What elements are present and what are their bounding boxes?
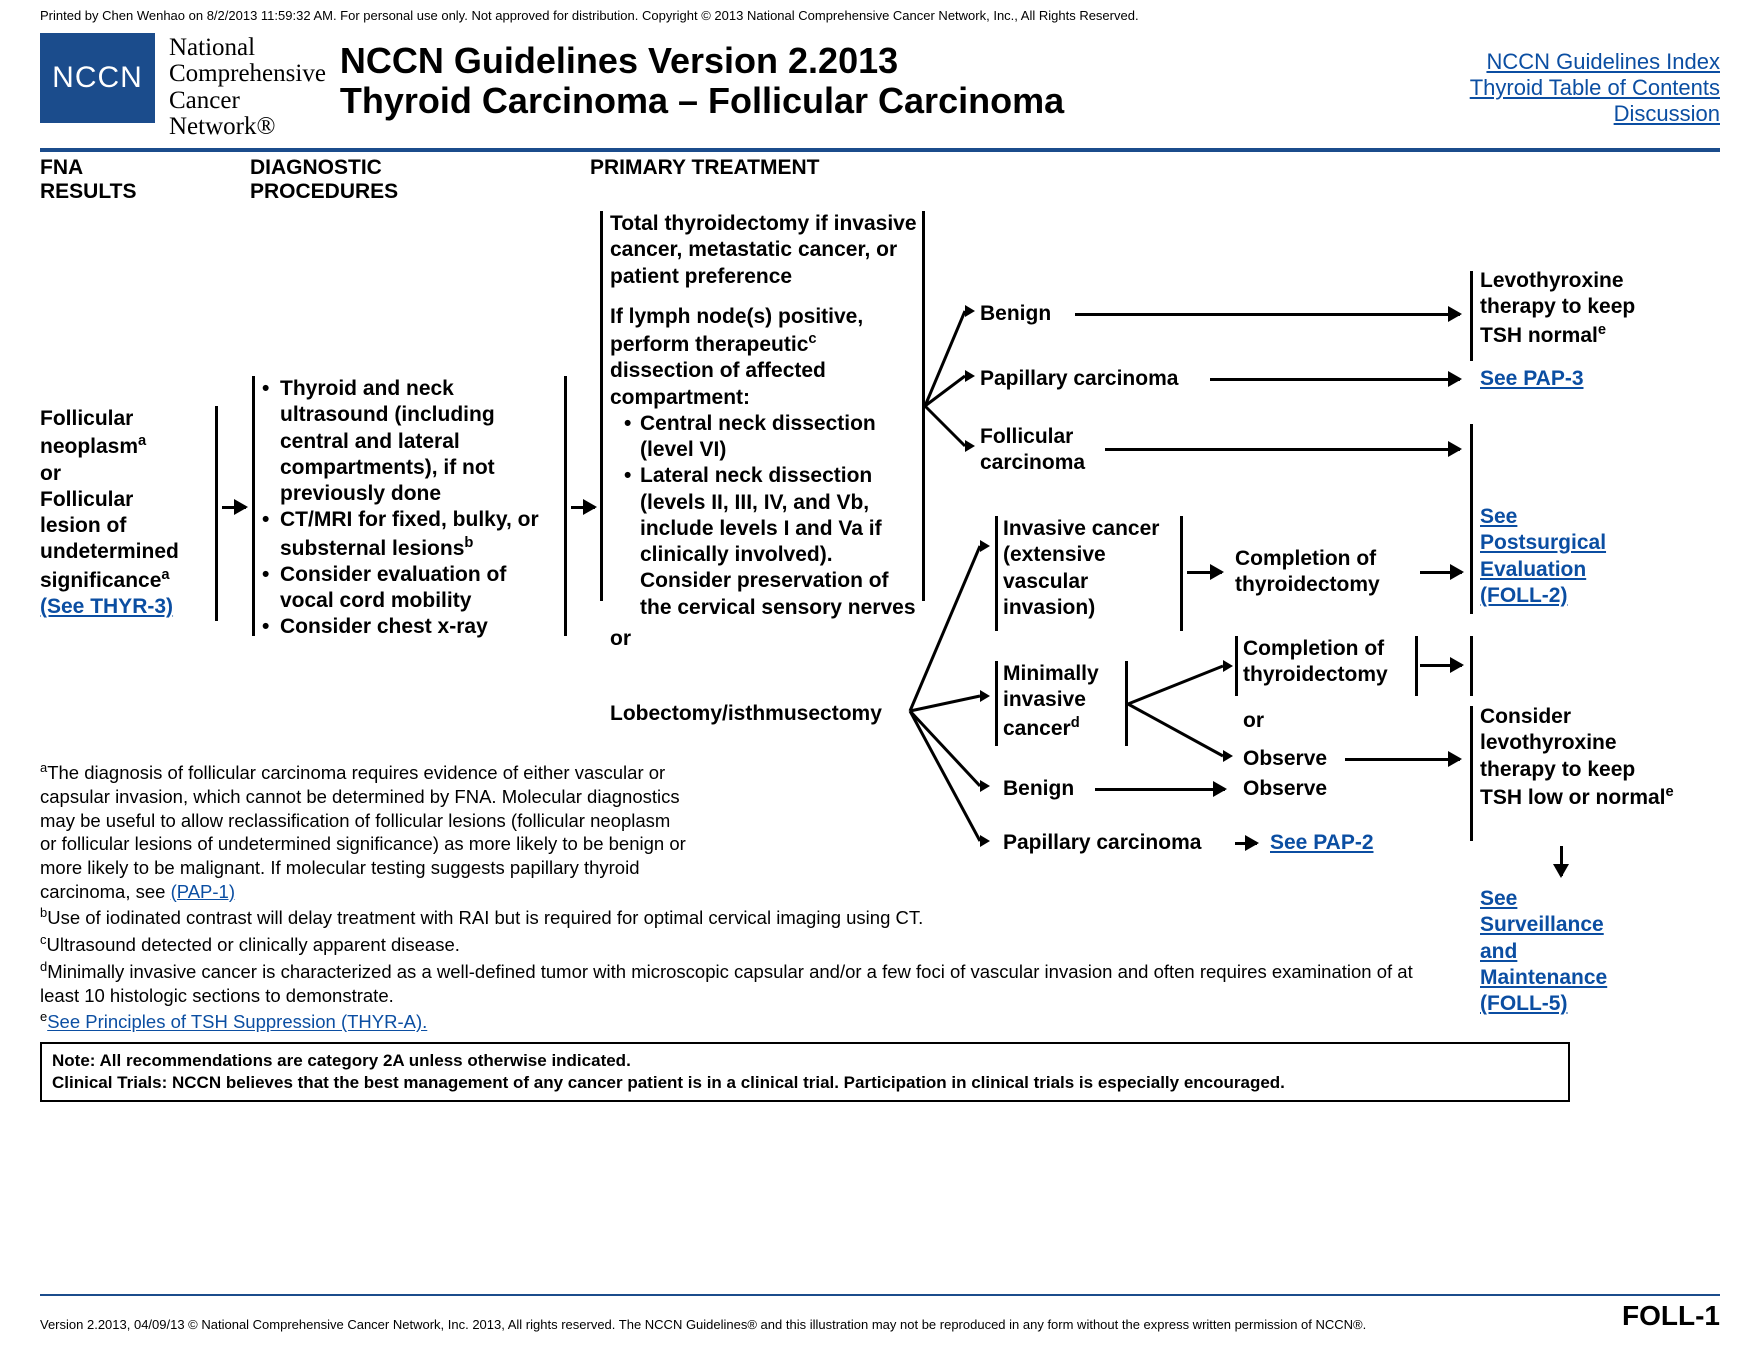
org-l1: National (169, 35, 326, 61)
node-total-thyroidectomy: Total thyroidectomy if invasive cancer, … (610, 211, 920, 621)
bar (215, 406, 218, 621)
arrow (571, 506, 595, 509)
note-box: Note: All recommendations are category 2… (40, 1042, 1570, 1102)
link-guidelines-index[interactable]: NCCN Guidelines Index (1486, 49, 1720, 74)
node-levo: Levothyroxine therapy to keep TSH normal… (1480, 268, 1670, 349)
node-diagnostic: Thyroid and neck ultrasound (including c… (262, 376, 562, 641)
arrow (222, 506, 246, 509)
title-l2: Thyroid Carcinoma – Follicular Carcinoma (340, 81, 1064, 121)
node-invasive: Invasive cancer (extensive vascular inva… (1003, 516, 1183, 621)
org-l3: Cancer (169, 88, 326, 114)
bar (252, 376, 255, 636)
col-diag: DIAGNOSTICPROCEDURES (250, 156, 590, 204)
node-min-invasive: Minimally invasive cancerd (1003, 661, 1143, 742)
arrow (1075, 313, 1460, 316)
bar (995, 516, 998, 631)
or-label: or (610, 626, 631, 652)
bar (995, 661, 998, 746)
link-toc[interactable]: Thyroid Table of Contents (1470, 75, 1720, 100)
node-fna: Follicular neoplasma or Follicular lesio… (40, 406, 220, 620)
link-pap3[interactable]: See PAP-3 (1480, 366, 1584, 392)
footer-version: Version 2.2013, 04/09/13 © National Comp… (40, 1317, 1366, 1332)
nccn-logo-box: NCCN (40, 33, 155, 123)
org-name: National Comprehensive Cancer Network® (169, 33, 326, 140)
link-postsurg[interactable]: Evaluation (1480, 558, 1586, 581)
node-benign-top: Benign (980, 301, 1051, 327)
node-completion2: Completion of thyroidectomy (1243, 636, 1413, 689)
footer: Version 2.2013, 04/09/13 © National Comp… (40, 1294, 1720, 1332)
node-foll-top: Follicularcarcinoma (980, 424, 1085, 477)
link-discussion[interactable]: Discussion (1614, 101, 1720, 126)
bar (600, 211, 603, 601)
arrow (1105, 448, 1460, 451)
nav-links: NCCN Guidelines Index Thyroid Table of C… (1470, 33, 1720, 127)
title-block: NCCN Guidelines Version 2.2013 Thyroid C… (340, 33, 1064, 120)
bar (564, 376, 567, 636)
bar (1470, 271, 1473, 361)
title-l1: NCCN Guidelines Version 2.2013 (340, 41, 1064, 81)
print-header: Printed by Chen Wenhao on 8/2/2013 11:59… (40, 8, 1720, 29)
fan-icon (1128, 656, 1223, 766)
col-treat: PRIMARY TREATMENT (590, 156, 970, 204)
bar (1235, 636, 1238, 696)
node-pap-top: Papillary carcinoma (980, 366, 1178, 392)
col-fna: FNARESULTS (40, 156, 250, 204)
org-l4: Network® (169, 114, 326, 140)
page-root: Printed by Chen Wenhao on 8/2/2013 11:59… (0, 0, 1760, 1360)
bar (1470, 636, 1473, 696)
node-completion1: Completion of thyroidectomy (1235, 546, 1415, 599)
fan-icon (925, 311, 965, 451)
banner: NCCN National Comprehensive Cancer Netwo… (40, 29, 1720, 140)
link-thyr-a[interactable]: See Principles of TSH Suppression (THYR-… (47, 1012, 427, 1033)
link-pap1[interactable]: (PAP-1) (171, 881, 235, 902)
bar (1415, 636, 1418, 696)
link-thyr3[interactable]: (See THYR-3) (40, 595, 173, 618)
node-or2: or (1243, 708, 1264, 734)
footnotes: aThe diagnosis of follicular carcinoma r… (40, 760, 1720, 1102)
page-id: FOLL-1 (1622, 1300, 1720, 1332)
bar (1180, 516, 1183, 631)
link-postsurg[interactable]: (FOLL-2) (1480, 584, 1567, 607)
arrow (1420, 571, 1462, 574)
arrow (1420, 664, 1462, 667)
arrow (1210, 378, 1460, 381)
bar (1470, 424, 1473, 614)
node-lobectomy: Lobectomy/isthmusectomy (610, 701, 882, 727)
link-postsurg[interactable]: See (1480, 505, 1517, 528)
org-l2: Comprehensive (169, 61, 326, 87)
divider (40, 148, 1720, 152)
link-postsurg[interactable]: Postsurgical (1480, 531, 1606, 554)
arrow (1187, 571, 1222, 574)
column-headers: FNARESULTS DIAGNOSTICPROCEDURES PRIMARY … (40, 156, 1720, 206)
node-postsurg: See Postsurgical Evaluation (FOLL-2) (1480, 504, 1660, 609)
